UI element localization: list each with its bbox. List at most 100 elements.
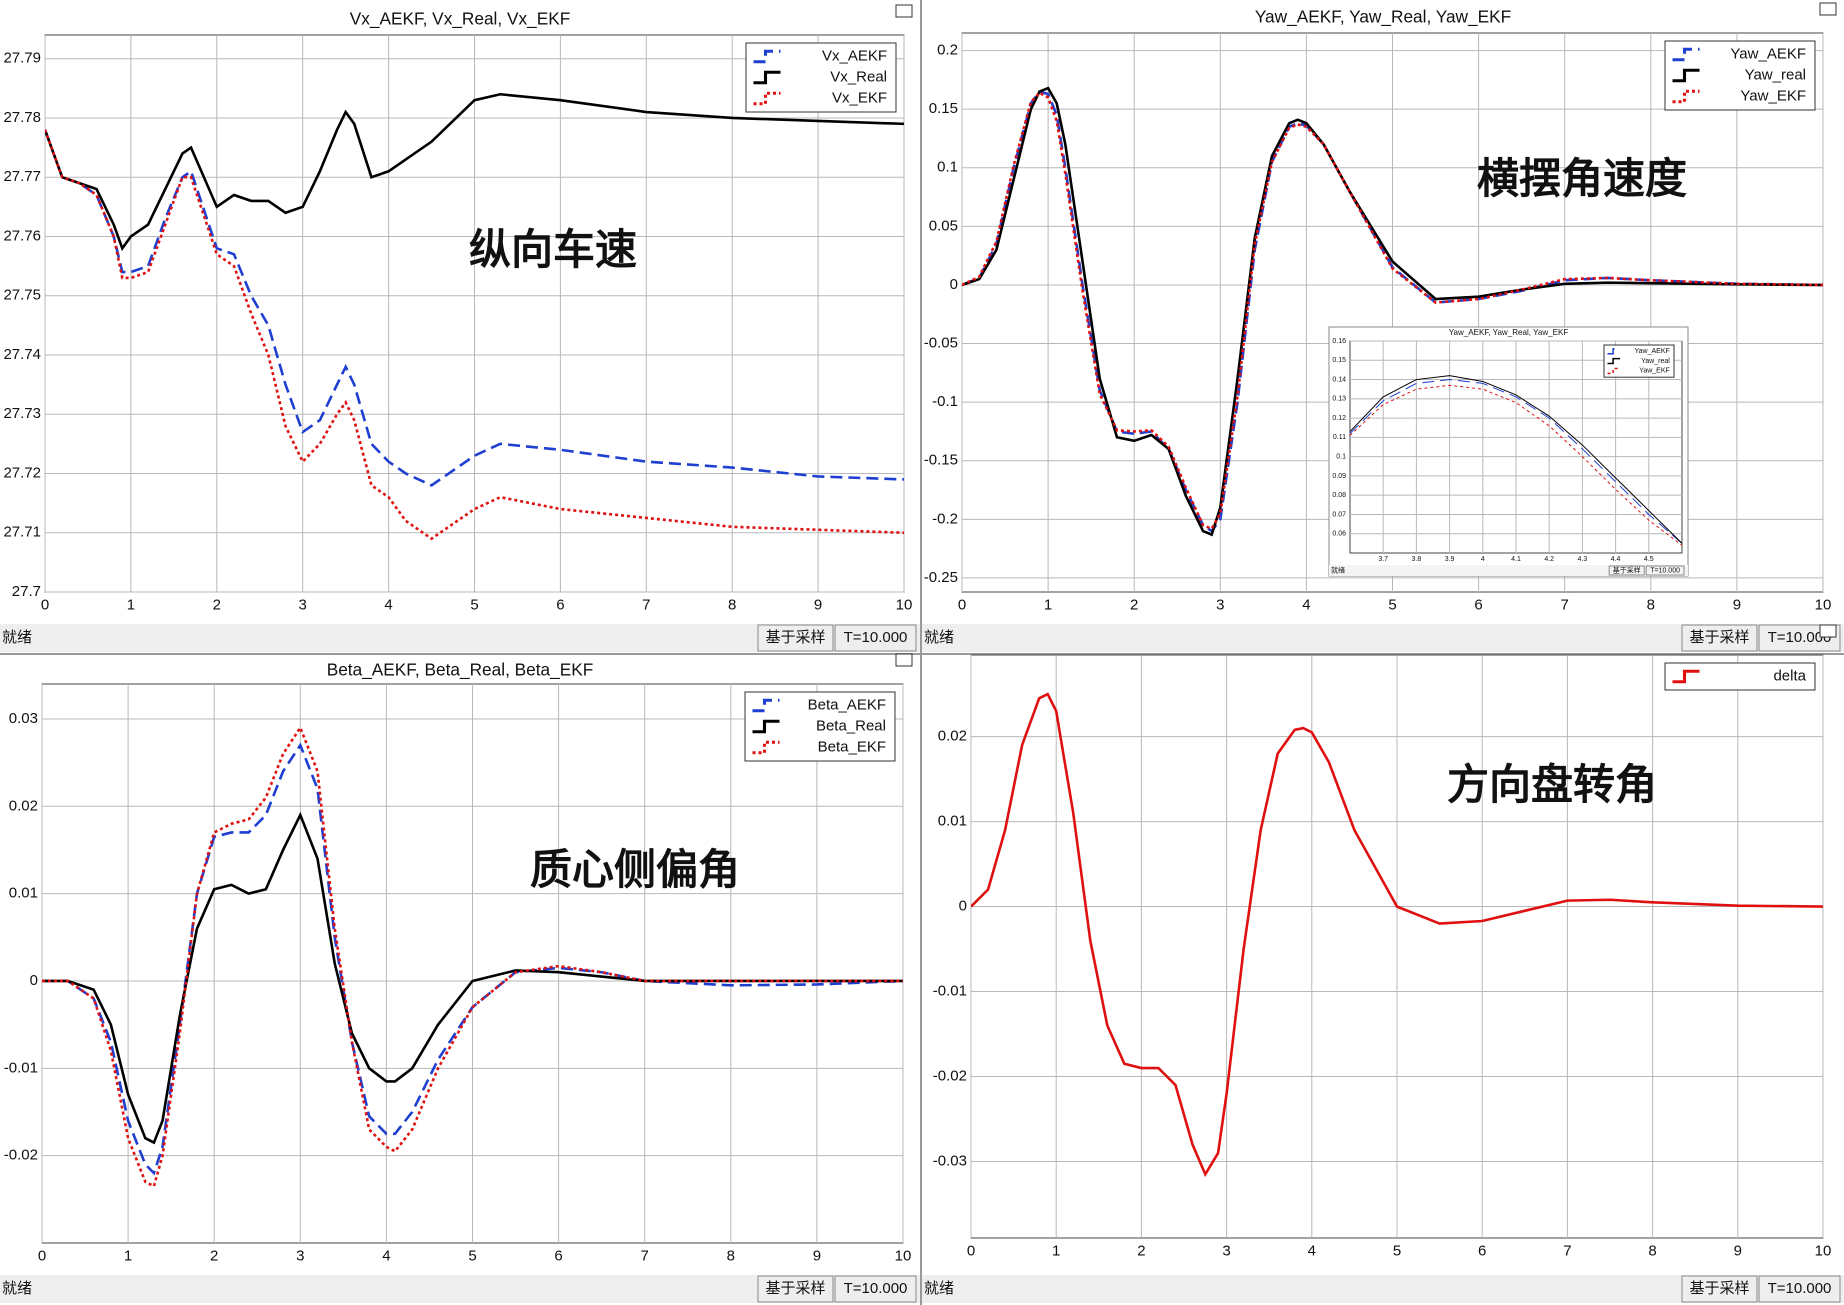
status-mode: 基于采样 [1689, 629, 1749, 646]
series-line [1350, 375, 1682, 544]
legend-swatch [1607, 367, 1621, 375]
legend-label: Yaw_real [1641, 358, 1670, 365]
x-tick-label: 9 [814, 596, 822, 613]
series-line [1350, 379, 1682, 544]
series-line [42, 724, 903, 1189]
y-tick-label: 0.11 [1333, 434, 1346, 441]
y-tick-label: 0.02 [938, 728, 967, 745]
x-tick-label: 5 [470, 596, 478, 613]
x-tick-label: 2 [1137, 1242, 1145, 1259]
y-tick-label: 0.15 [929, 100, 958, 117]
x-tick-label: 0 [967, 1242, 975, 1259]
x-tick-label: 1 [1052, 1242, 1060, 1259]
x-tick-label: 7 [1563, 1242, 1571, 1259]
x-tick-label: 3 [1222, 1242, 1230, 1259]
x-tick-label: 7 [1561, 596, 1569, 613]
y-tick-label: 0.06 [1332, 531, 1346, 538]
x-tick-label: 9 [1733, 596, 1741, 613]
legend-swatch [752, 698, 780, 713]
x-tick-label: 8 [728, 596, 736, 613]
legend-swatch [753, 49, 781, 64]
x-tick-label: 3 [296, 1247, 304, 1264]
status-cell [1681, 1275, 1758, 1303]
x-tick-label: 10 [1815, 596, 1832, 613]
y-tick-label: -0.25 [924, 569, 958, 586]
x-tick-label: 6 [556, 596, 564, 613]
legend-swatch [1672, 669, 1700, 684]
x-tick-label: 5 [468, 1247, 476, 1264]
panel-icon [895, 653, 913, 667]
y-tick-label: 0.03 [9, 710, 38, 727]
status-cell [757, 624, 834, 652]
x-tick-label: 9 [1734, 1242, 1742, 1259]
annotation: 方向盘转角 [1447, 761, 1657, 808]
y-tick-label: 0.12 [1332, 415, 1346, 422]
status-bar [922, 624, 1844, 652]
legend-swatch [1672, 68, 1700, 83]
x-tick-label: 8 [1648, 1242, 1656, 1259]
y-tick-label: 0.05 [929, 217, 958, 234]
status-time: T=10.000 [1650, 567, 1680, 574]
legend-swatch [753, 70, 781, 85]
y-tick-label: -0.01 [933, 983, 967, 1000]
x-tick-label: 10 [895, 1247, 912, 1264]
x-tick-label: 3 [299, 596, 307, 613]
status-state: 就绪 [924, 629, 954, 646]
x-tick-label: 1 [127, 596, 135, 613]
status-state: 就绪 [924, 1280, 954, 1297]
x-tick-label: 4 [1308, 1242, 1316, 1259]
status-time: T=10.000 [1768, 629, 1832, 646]
x-tick-label: 0 [38, 1247, 46, 1264]
y-tick-label: 0.1 [1336, 453, 1346, 460]
x-tick-label: 7 [641, 1247, 649, 1264]
y-tick-label: 27.79 [3, 50, 41, 67]
legend-swatch [1672, 47, 1700, 62]
status-cell [1758, 624, 1841, 652]
legend-label: Beta_EKF [818, 738, 886, 755]
legend-label: Yaw_EKF [1639, 368, 1670, 375]
status-mode: 基于采样 [1613, 565, 1641, 574]
x-tick-label: 4 [382, 1247, 390, 1264]
y-tick-label: 0.08 [1332, 492, 1346, 499]
x-tick-label: 1 [124, 1247, 132, 1264]
status-cell [757, 1275, 834, 1303]
annotation: 质心侧偏角 [530, 846, 740, 893]
y-tick-label: 0.13 [1332, 396, 1346, 403]
y-tick-label: 0 [959, 898, 967, 915]
x-tick-label: 5 [1388, 596, 1396, 613]
x-tick-label: 2 [210, 1247, 218, 1264]
y-tick-label: -0.02 [933, 1067, 967, 1084]
legend-label: Vx_EKF [832, 89, 887, 106]
x-tick-label: 0 [41, 596, 49, 613]
status-time: T=10.000 [1768, 1280, 1832, 1297]
x-tick-label: 6 [1474, 596, 1482, 613]
legend-swatch [752, 740, 780, 755]
legend-box [744, 691, 896, 762]
legend-label: Yaw_AEKF [1730, 45, 1806, 62]
legend-label: Yaw_real [1745, 66, 1806, 83]
y-tick-label: 27.78 [3, 109, 41, 126]
y-tick-label: -0.03 [933, 1152, 967, 1169]
legend-label: Yaw_AEKF [1635, 348, 1670, 355]
y-tick-label: 0 [950, 276, 958, 293]
status-mode: 基于采样 [765, 1280, 825, 1297]
legend-swatch [1607, 348, 1621, 355]
y-tick-label: 27.71 [3, 524, 41, 541]
legend-label: Vx_AEKF [822, 47, 887, 64]
x-tick-label: 4.3 [1578, 556, 1588, 563]
series-line [962, 91, 1823, 531]
x-tick-label: 0 [958, 596, 966, 613]
y-tick-label: 27.77 [3, 168, 41, 185]
series-line [42, 811, 903, 1145]
status-cell [834, 1275, 917, 1303]
annotation: 横摆角速度 [1477, 155, 1687, 202]
x-tick-label: 5 [1393, 1242, 1401, 1259]
x-tick-label: 10 [896, 596, 913, 613]
chart-title: Beta_AEKF, Beta_Real, Beta_EKF [327, 660, 594, 680]
y-tick-label: 0.02 [9, 797, 38, 814]
x-tick-label: 9 [813, 1247, 821, 1264]
y-tick-label: 0.15 [1332, 357, 1346, 364]
legend-swatch [752, 719, 780, 734]
legend-box [1603, 344, 1675, 378]
status-bar [1329, 565, 1688, 576]
